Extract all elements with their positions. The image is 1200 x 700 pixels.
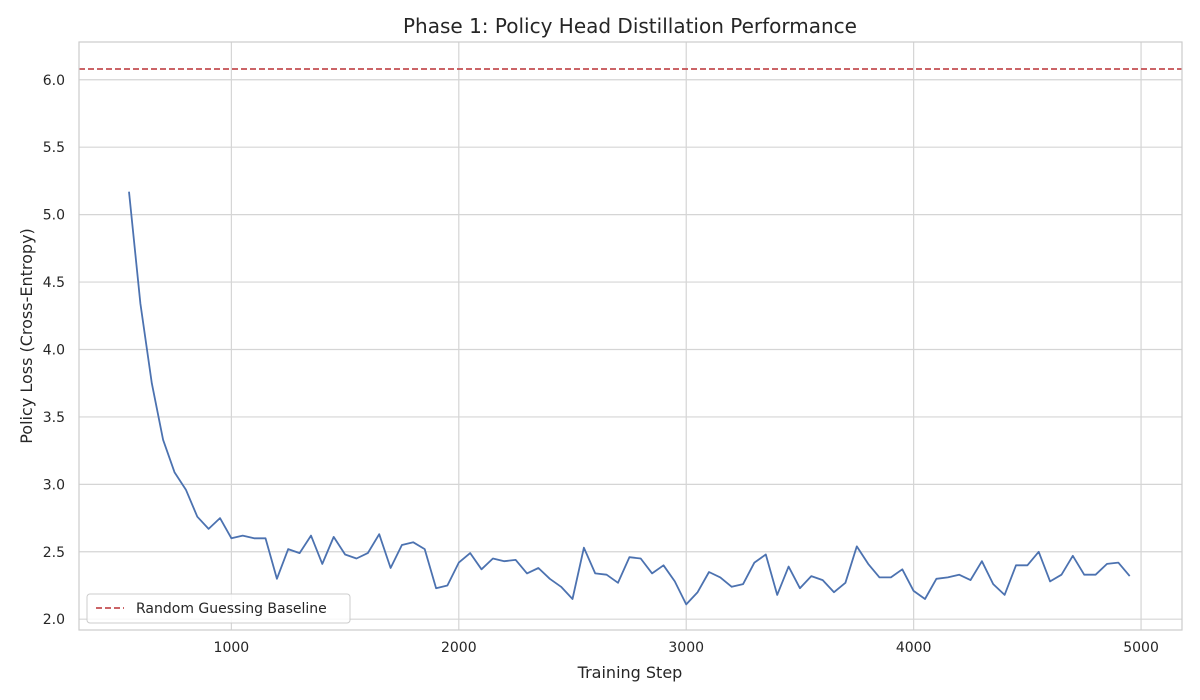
loss-series-line — [128, 191, 1131, 606]
series-layer — [128, 191, 1131, 606]
y-tick-label: 5.0 — [43, 208, 65, 224]
x-tick-label: 3000 — [668, 640, 704, 656]
x-tick-label: 5000 — [1123, 640, 1159, 656]
legend-label-baseline: Random Guessing Baseline — [136, 601, 327, 617]
plot-frame — [78, 41, 1183, 631]
x-tick-labels: 1000 2000 3000 4000 5000 — [214, 640, 1159, 656]
y-tick-label: 5.5 — [43, 140, 65, 156]
grid — [79, 42, 1182, 630]
y-tick-label: 3.5 — [43, 410, 65, 426]
y-axis-label: Policy Loss (Cross-Entropy) — [17, 228, 36, 444]
x-axis-label: Training Step — [577, 663, 683, 682]
x-tick-label: 4000 — [896, 640, 932, 656]
x-tick-label: 2000 — [441, 640, 477, 656]
y-tick-label: 2.0 — [43, 612, 65, 628]
y-tick-label: 2.5 — [43, 545, 65, 561]
legend: Random Guessing Baseline — [86, 593, 351, 624]
chart-title: Phase 1: Policy Head Distillation Perfor… — [403, 14, 857, 38]
y-tick-label: 4.0 — [43, 342, 65, 358]
y-tick-label: 6.0 — [43, 73, 65, 89]
legend-box — [86, 593, 351, 624]
y-tick-labels: 2.0 2.5 3.0 3.5 4.0 4.5 5.0 5.5 6.0 — [43, 73, 65, 628]
y-tick-label: 3.0 — [43, 477, 65, 493]
x-tick-label: 1000 — [214, 640, 250, 656]
y-tick-label: 4.5 — [43, 275, 65, 291]
